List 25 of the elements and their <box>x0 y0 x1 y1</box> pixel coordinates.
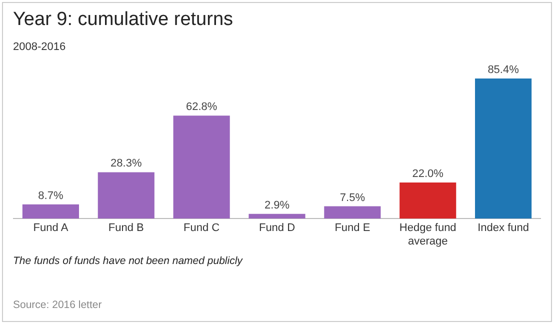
bar <box>98 172 154 219</box>
x-tick-label: Hedge fund average <box>399 222 456 248</box>
bar <box>173 116 230 219</box>
chart-subtitle: 2008-2016 <box>13 41 67 53</box>
x-tick-label: Fund E <box>334 222 370 234</box>
x-tick-label: Fund B <box>108 222 144 234</box>
bar <box>324 206 381 219</box>
bar <box>400 182 456 219</box>
data-label: 85.4% <box>488 64 520 76</box>
chart-title: Year 9: cumulative returns <box>13 9 234 31</box>
text: The funds of funds have not been named publicly <box>13 255 244 267</box>
data-label: 22.0% <box>412 168 444 180</box>
x-tick-label: Index fund <box>478 222 529 234</box>
bar <box>475 78 532 219</box>
data-label: 8.7% <box>38 190 64 202</box>
data-label: 2.9% <box>264 199 290 212</box>
data-label: 62.8% <box>186 101 218 114</box>
bar <box>248 214 306 219</box>
data-label: 28.3% <box>110 158 142 170</box>
data-label: 7.5% <box>340 192 366 204</box>
x-tick-label: Fund A <box>33 222 69 234</box>
source-note: Source: 2016 letter <box>13 299 102 311</box>
x-tick-label: Fund D <box>258 222 296 234</box>
bar <box>22 204 79 219</box>
x-tick-label: Fund C <box>184 222 220 234</box>
